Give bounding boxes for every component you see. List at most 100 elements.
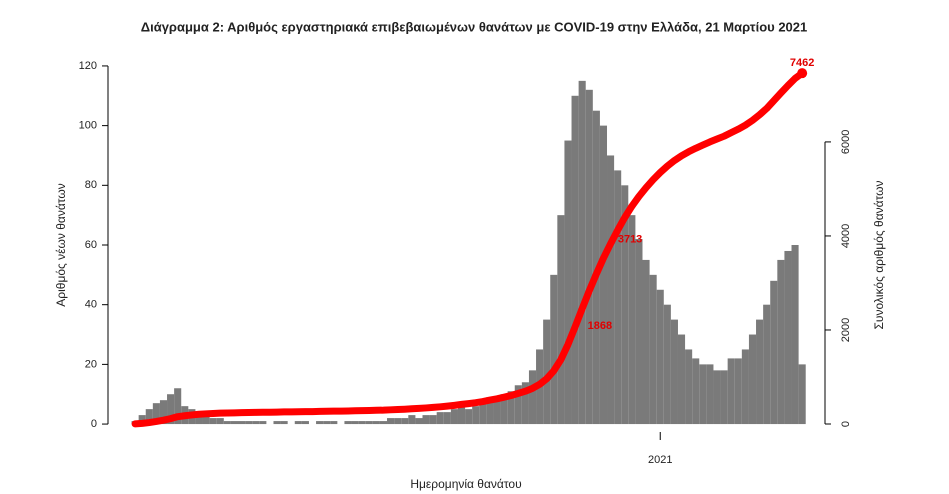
- bar: [159, 400, 168, 425]
- y2-tick-label: 0: [840, 421, 852, 427]
- bar: [677, 334, 686, 425]
- bar: [167, 394, 175, 425]
- annotation: 1868: [588, 320, 612, 332]
- bar: [599, 125, 608, 425]
- bar: [223, 421, 231, 425]
- bar: [436, 412, 444, 425]
- bar: [621, 185, 629, 425]
- bar: [649, 274, 657, 425]
- bar: [663, 304, 671, 425]
- bar: [358, 421, 366, 425]
- bar: [578, 80, 586, 425]
- bar: [457, 406, 466, 425]
- bar: [138, 415, 146, 425]
- bar: [259, 421, 267, 425]
- bar: [514, 385, 522, 425]
- bar: [734, 358, 742, 425]
- bar: [351, 421, 359, 425]
- y-tick-label: 20: [85, 358, 97, 370]
- y-tick-label: 120: [79, 60, 97, 72]
- bar: [748, 334, 757, 425]
- annotation: 7462: [790, 57, 814, 69]
- bar: [550, 274, 558, 425]
- bar: [280, 421, 288, 425]
- bar: [543, 319, 551, 425]
- bar: [450, 409, 458, 425]
- y-tick-label: 60: [85, 239, 97, 251]
- y-tick-label: 40: [85, 299, 97, 311]
- bar: [273, 421, 281, 425]
- bar: [323, 421, 331, 425]
- x-axis-label: Ημερομηνία θανάτου: [410, 477, 521, 491]
- bar: [316, 421, 324, 425]
- bar: [152, 403, 160, 425]
- bar: [245, 421, 253, 425]
- bar: [415, 418, 423, 425]
- bar: [571, 95, 579, 425]
- y2-tick-label: 4000: [840, 224, 852, 248]
- bar: [713, 370, 721, 425]
- bar: [777, 259, 785, 425]
- bar: [528, 370, 537, 425]
- y-tick-label: 0: [91, 418, 97, 430]
- bar: [500, 394, 508, 425]
- bar: [294, 421, 302, 425]
- bar: [472, 406, 480, 425]
- bar: [387, 418, 395, 425]
- bar: [479, 403, 487, 425]
- y2-tick-label: 6000: [840, 130, 852, 154]
- bar: [252, 421, 260, 425]
- bar: [429, 415, 437, 425]
- y-axis-label: Αριθμός νέων θανάτων: [54, 183, 68, 306]
- bar: [706, 364, 714, 425]
- bar: [521, 382, 529, 425]
- annotation: 3713: [618, 233, 642, 245]
- bar: [656, 289, 664, 425]
- bar: [195, 412, 203, 425]
- chart-title: Διάγραμμα 2: Αριθμός εργαστηριακά επιβεβ…: [141, 19, 808, 34]
- bar: [394, 418, 402, 425]
- bar: [727, 358, 735, 425]
- bar: [202, 415, 210, 425]
- bar: [145, 409, 153, 425]
- bar: [692, 358, 700, 425]
- bar: [330, 421, 338, 425]
- bar: [486, 397, 494, 425]
- x-tick-label: 2021: [648, 454, 672, 466]
- y-tick-label: 80: [85, 179, 97, 191]
- bar: [763, 304, 771, 425]
- bar: [401, 418, 409, 425]
- bar: [642, 259, 650, 425]
- bar: [564, 140, 572, 425]
- bar: [216, 418, 224, 425]
- y2-tick-label: 2000: [840, 318, 852, 342]
- bar: [741, 349, 749, 425]
- bar: [798, 364, 806, 425]
- bar: [784, 250, 792, 425]
- y2-axis-label: Συνολικός αριθμός θανάτων: [872, 180, 886, 329]
- bar: [230, 421, 238, 425]
- y-tick-label: 100: [79, 120, 97, 132]
- bar: [365, 421, 373, 425]
- bar: [699, 364, 707, 425]
- bar: [720, 370, 728, 425]
- bar: [585, 89, 593, 425]
- bar: [493, 400, 501, 425]
- bar: [670, 319, 678, 425]
- bar: [372, 421, 380, 425]
- bar: [614, 170, 622, 425]
- bar: [507, 391, 515, 425]
- bar: [628, 215, 636, 425]
- line-end: [797, 68, 808, 79]
- bar: [557, 215, 565, 425]
- bar: [379, 421, 388, 425]
- bar: [465, 409, 473, 425]
- bar: [607, 155, 615, 425]
- bar: [635, 239, 643, 425]
- bar: [209, 418, 217, 425]
- bar: [685, 349, 693, 425]
- bar: [770, 280, 778, 425]
- bar: [443, 412, 451, 425]
- bar: [301, 421, 309, 425]
- bar: [174, 388, 182, 425]
